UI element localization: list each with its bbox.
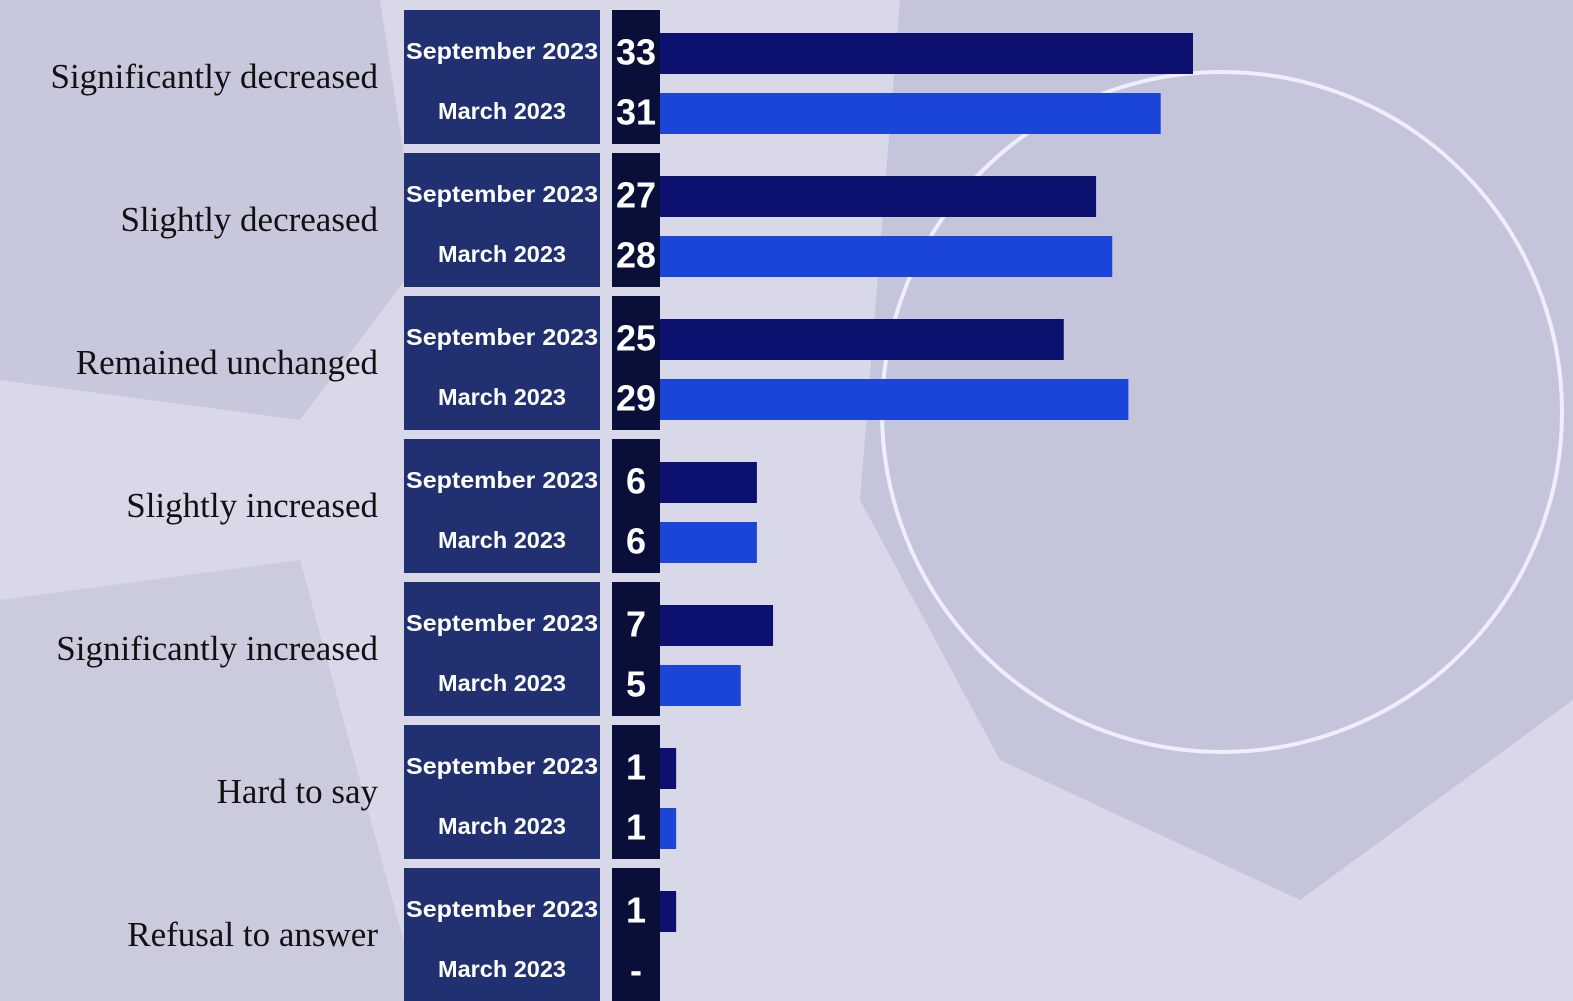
series-box: [404, 868, 600, 1001]
value-label: -: [630, 950, 642, 991]
map-shape: [0, 0, 420, 420]
value-box: [612, 725, 660, 859]
value-label: 27: [616, 175, 656, 216]
series-label: September 2023: [406, 896, 598, 922]
value-label: 33: [616, 32, 656, 73]
value-box: [612, 582, 660, 716]
bar: [660, 33, 1193, 74]
series-label: March 2023: [438, 98, 566, 124]
value-label: 28: [616, 235, 656, 276]
value-label: 31: [616, 92, 656, 133]
value-box: [612, 153, 660, 287]
value-label: 1: [626, 807, 646, 848]
value-box: [612, 868, 660, 1001]
bar: [660, 176, 1097, 217]
series-label: March 2023: [438, 670, 566, 696]
bar: [660, 462, 757, 503]
series-label: September 2023: [406, 181, 598, 207]
category-label: Significantly increased: [56, 629, 378, 668]
category-label: Refusal to answer: [127, 915, 378, 954]
category-label: Slightly increased: [126, 486, 378, 525]
series-label: March 2023: [438, 956, 566, 982]
value-box: [612, 296, 660, 430]
series-label: September 2023: [406, 324, 598, 350]
series-label: March 2023: [438, 527, 566, 553]
value-label: 7: [626, 604, 646, 645]
value-label: 5: [626, 664, 646, 705]
series-label: March 2023: [438, 813, 566, 839]
series-box: [404, 296, 600, 430]
series-label: September 2023: [406, 467, 598, 493]
bar: [660, 605, 774, 646]
bar: [660, 665, 741, 706]
series-box: [404, 439, 600, 573]
value-label: 6: [626, 521, 646, 562]
category-label: Remained unchanged: [76, 343, 379, 382]
series-box: [404, 725, 600, 859]
map-shape: [0, 560, 420, 1001]
value-label: 29: [616, 378, 656, 419]
bar: [660, 522, 757, 563]
category-label: Hard to say: [217, 772, 379, 811]
series-label: September 2023: [406, 753, 598, 779]
series-label: September 2023: [406, 610, 598, 636]
category-label: Significantly decreased: [50, 57, 378, 96]
bar: [660, 808, 677, 849]
series-box: [404, 582, 600, 716]
value-label: 6: [626, 461, 646, 502]
category-label: Slightly decreased: [120, 200, 378, 239]
map-shape: [860, 0, 1573, 900]
bar: [660, 93, 1161, 134]
bar: [660, 319, 1064, 360]
series-box: [404, 10, 600, 144]
value-label: 25: [616, 318, 656, 359]
series-label: March 2023: [438, 241, 566, 267]
value-box: [612, 439, 660, 573]
bar: [660, 748, 677, 789]
series-box: [404, 153, 600, 287]
value-label: 1: [626, 747, 646, 788]
bar: [660, 379, 1129, 420]
bar: [660, 891, 677, 932]
series-label: September 2023: [406, 38, 598, 64]
value-label: 1: [626, 890, 646, 931]
series-label: March 2023: [438, 384, 566, 410]
bar: [660, 236, 1113, 277]
value-box: [612, 10, 660, 144]
